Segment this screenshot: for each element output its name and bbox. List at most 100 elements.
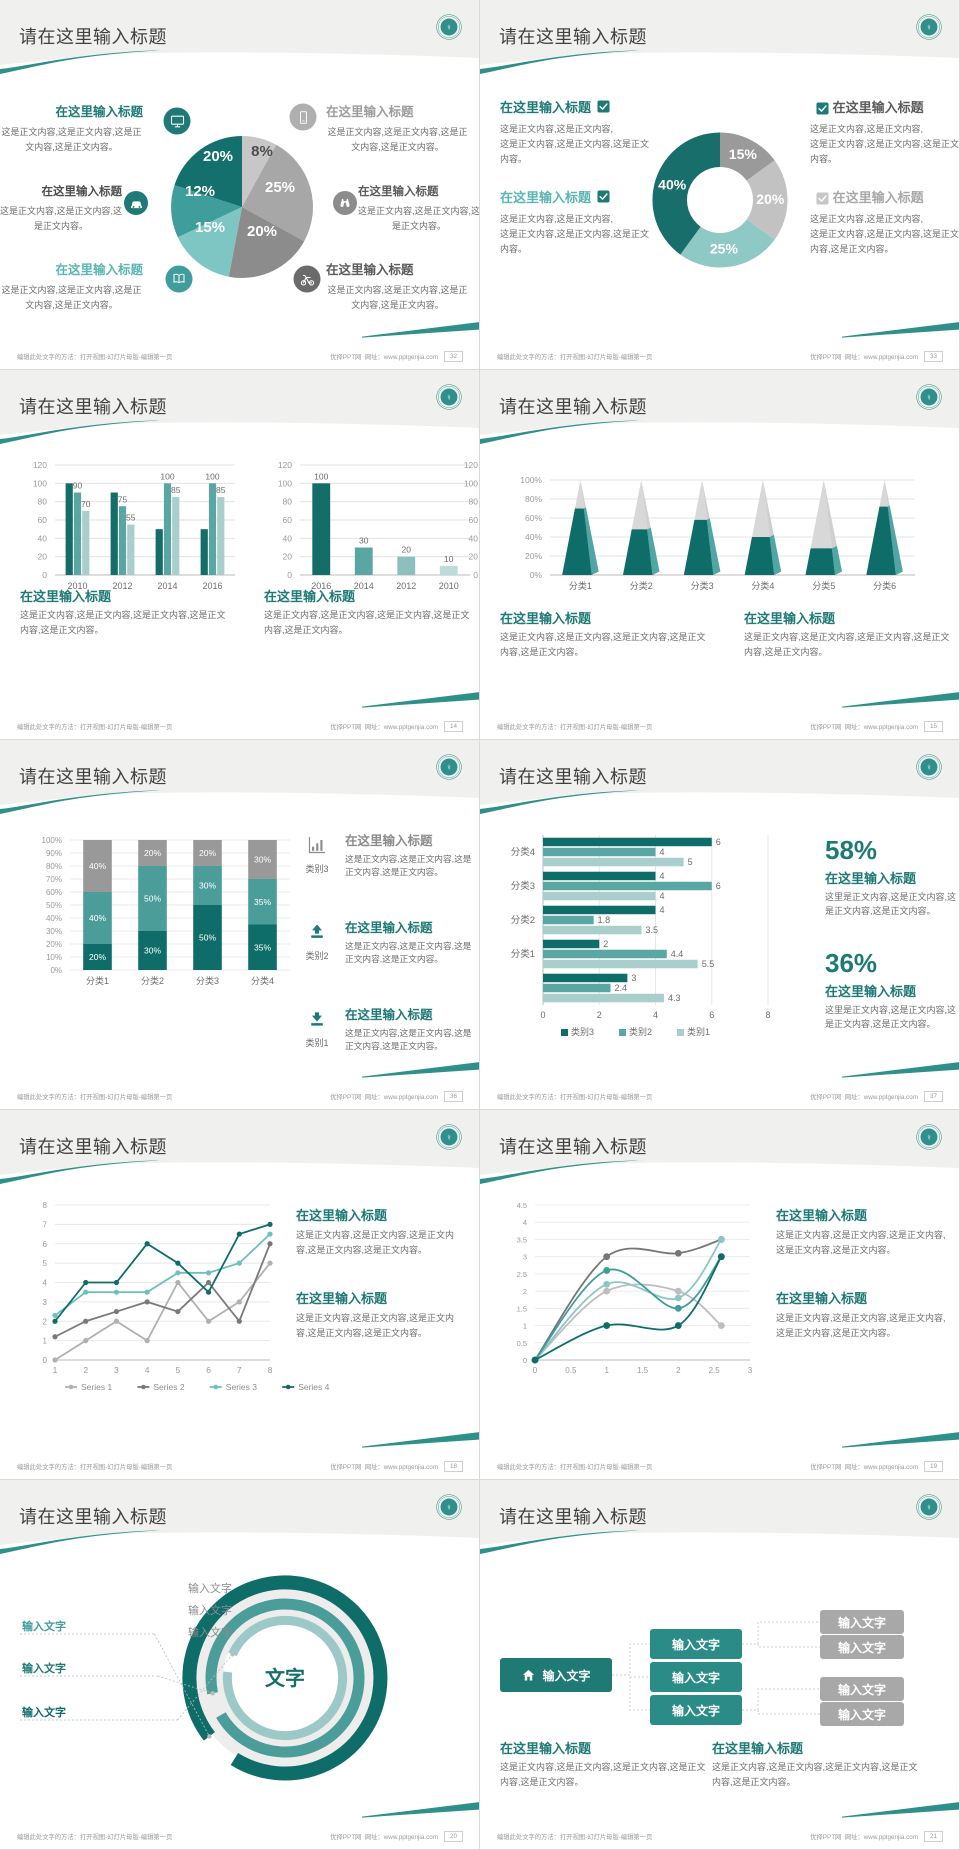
svg-text:3: 3: [114, 1365, 119, 1375]
svg-text:20%: 20%: [144, 848, 161, 858]
svg-text:分类1: 分类1: [569, 580, 592, 591]
svg-text:50%: 50%: [199, 933, 216, 943]
svg-text:分类6: 分类6: [873, 580, 896, 591]
svg-text:Series 1: Series 1: [81, 1382, 112, 1392]
svg-text:40: 40: [469, 533, 479, 543]
svg-text:15%: 15%: [729, 146, 758, 162]
svg-text:20: 20: [402, 545, 412, 555]
svg-text:7: 7: [237, 1365, 242, 1375]
svg-text:15%: 15%: [195, 219, 225, 236]
svg-text:60: 60: [283, 515, 293, 525]
svg-text:4: 4: [523, 1218, 527, 1227]
svg-text:6: 6: [709, 1010, 714, 1020]
svg-text:0.5: 0.5: [565, 1366, 577, 1375]
svg-text:2: 2: [597, 1010, 602, 1020]
svg-text:类别3: 类别3: [571, 1026, 594, 1037]
svg-text:100%: 100%: [520, 475, 542, 485]
svg-text:3: 3: [523, 1253, 527, 1262]
svg-text:2012: 2012: [112, 581, 132, 591]
svg-text:100%: 100%: [42, 836, 62, 845]
svg-text:40%: 40%: [525, 532, 542, 542]
svg-text:20%: 20%: [46, 940, 62, 949]
svg-text:120: 120: [464, 460, 478, 470]
svg-text:5: 5: [43, 1259, 48, 1268]
svg-text:50%: 50%: [46, 901, 62, 910]
svg-text:输入文字: 输入文字: [188, 1581, 232, 1595]
svg-text:10%: 10%: [46, 953, 62, 962]
svg-text:30%: 30%: [144, 946, 161, 956]
svg-text:2: 2: [523, 1287, 527, 1296]
svg-text:5: 5: [175, 1365, 180, 1375]
svg-text:3: 3: [631, 973, 636, 983]
svg-text:2012: 2012: [396, 581, 416, 591]
svg-text:0: 0: [540, 1010, 545, 1020]
svg-text:1.5: 1.5: [637, 1366, 649, 1375]
svg-text:输入文字: 输入文字: [188, 1603, 232, 1617]
svg-text:60: 60: [469, 515, 479, 525]
svg-text:40%: 40%: [89, 913, 106, 923]
svg-text:30%: 30%: [254, 855, 271, 865]
svg-text:分类5: 分类5: [812, 580, 835, 591]
svg-text:4.4: 4.4: [671, 949, 684, 959]
svg-text:85: 85: [216, 485, 226, 495]
svg-text:0: 0: [533, 1366, 538, 1375]
svg-text:40%: 40%: [658, 177, 687, 193]
svg-text:分类2: 分类2: [630, 580, 653, 591]
svg-text:3: 3: [748, 1366, 753, 1375]
svg-text:60: 60: [38, 515, 48, 525]
svg-text:4.3: 4.3: [668, 993, 681, 1003]
svg-text:分类1: 分类1: [86, 975, 109, 986]
svg-text:2016: 2016: [202, 581, 222, 591]
svg-text:90%: 90%: [46, 849, 62, 858]
svg-text:100: 100: [464, 478, 478, 488]
svg-text:Series 2: Series 2: [153, 1382, 184, 1392]
svg-text:分类4: 分类4: [751, 580, 774, 591]
svg-text:2: 2: [603, 939, 608, 949]
svg-text:分类3: 分类3: [691, 580, 714, 591]
svg-text:12%: 12%: [185, 183, 215, 200]
svg-text:0: 0: [43, 1356, 48, 1365]
svg-text:70: 70: [81, 499, 91, 509]
svg-text:20: 20: [283, 552, 293, 562]
svg-text:分类4: 分类4: [251, 975, 274, 986]
svg-text:25%: 25%: [710, 241, 739, 257]
svg-text:6: 6: [43, 1240, 48, 1249]
svg-text:5.5: 5.5: [702, 959, 715, 969]
svg-text:85: 85: [171, 485, 181, 495]
svg-text:35%: 35%: [254, 897, 271, 907]
svg-text:2010: 2010: [439, 581, 459, 591]
svg-text:4: 4: [660, 871, 665, 881]
svg-text:100: 100: [278, 478, 292, 488]
svg-text:0: 0: [473, 570, 478, 580]
svg-text:7: 7: [43, 1220, 48, 1229]
svg-text:120: 120: [33, 460, 47, 470]
svg-text:35%: 35%: [254, 942, 271, 952]
svg-text:4: 4: [43, 1279, 48, 1288]
svg-text:输入文字: 输入文字: [22, 1705, 66, 1719]
svg-text:100: 100: [314, 471, 328, 481]
svg-text:20%: 20%: [525, 551, 542, 561]
svg-text:2: 2: [83, 1365, 88, 1375]
svg-text:2.4: 2.4: [615, 983, 628, 993]
svg-text:100: 100: [205, 471, 219, 481]
svg-text:4: 4: [660, 905, 665, 915]
svg-text:30%: 30%: [199, 881, 216, 891]
svg-text:8: 8: [268, 1365, 273, 1375]
svg-text:3.5: 3.5: [517, 1235, 527, 1244]
svg-text:0: 0: [523, 1356, 527, 1365]
svg-text:100: 100: [160, 471, 174, 481]
svg-text:6: 6: [206, 1365, 211, 1375]
svg-text:40%: 40%: [46, 914, 62, 923]
svg-text:55: 55: [126, 513, 136, 523]
svg-text:20%: 20%: [756, 191, 785, 207]
svg-text:80: 80: [469, 497, 479, 507]
svg-text:4.5: 4.5: [517, 1201, 527, 1210]
svg-text:70%: 70%: [46, 875, 62, 884]
svg-text:30%: 30%: [46, 927, 62, 936]
svg-text:分类4: 分类4: [511, 846, 535, 858]
svg-text:0%: 0%: [50, 966, 62, 975]
svg-text:40: 40: [283, 533, 293, 543]
svg-text:3.5: 3.5: [645, 925, 658, 935]
svg-text:20%: 20%: [199, 848, 216, 858]
svg-text:分类2: 分类2: [141, 975, 164, 986]
